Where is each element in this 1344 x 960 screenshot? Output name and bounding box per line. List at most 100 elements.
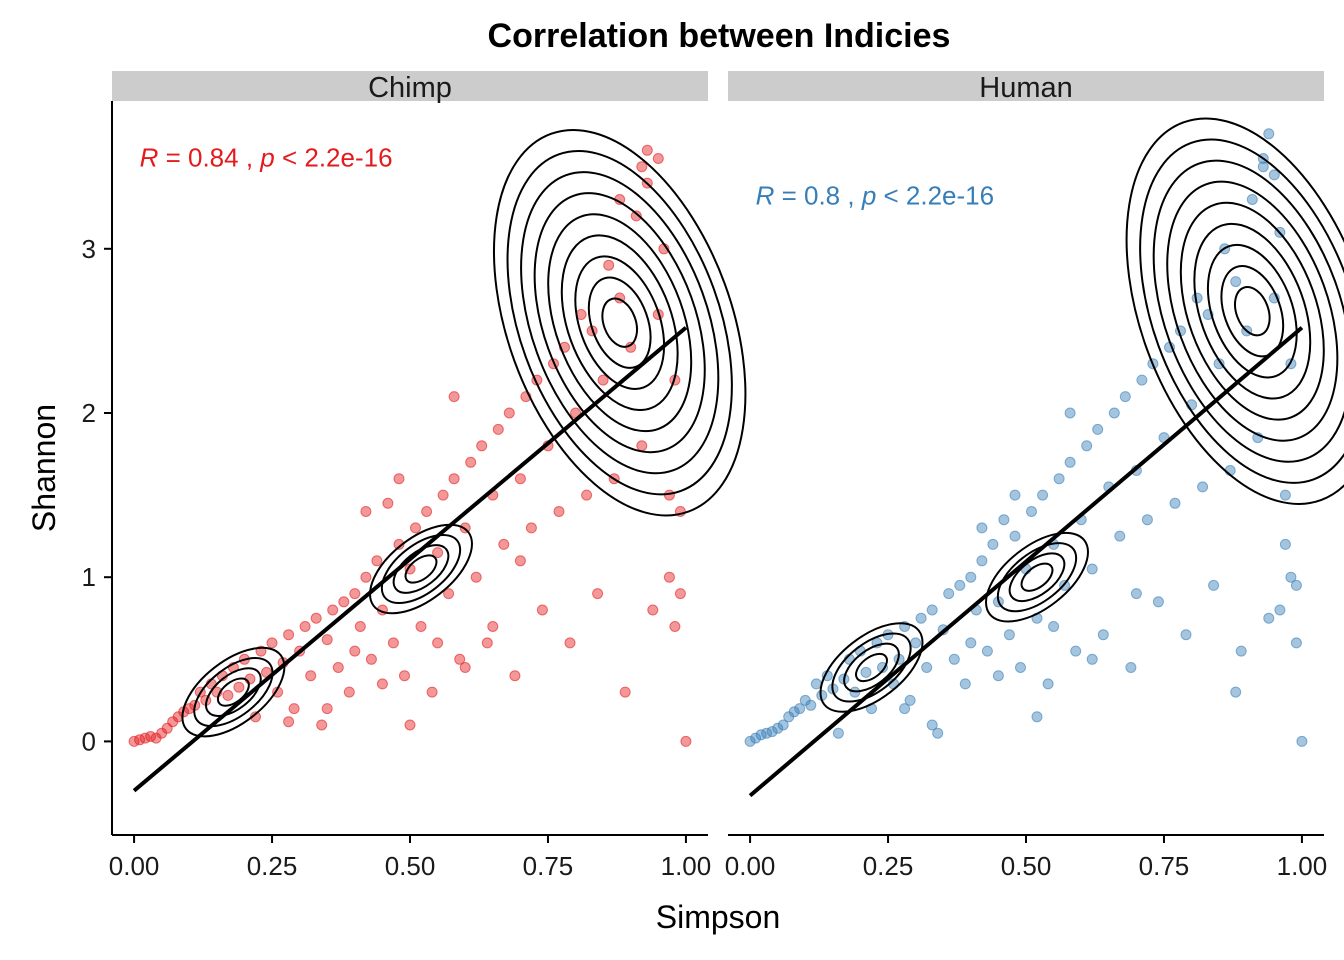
density-contour: [547, 213, 693, 433]
data-point: [1279, 538, 1291, 550]
density-contour: [205, 667, 262, 717]
data-point: [1053, 473, 1065, 485]
density-contour: [855, 652, 888, 683]
density-contour: [369, 523, 473, 615]
data-point: [481, 637, 493, 649]
data-point: [332, 662, 344, 673]
data-point: [327, 604, 339, 616]
data-point: [266, 637, 278, 649]
annotation-p-label: p: [259, 143, 274, 173]
data-point: [1086, 563, 1098, 575]
data-point: [636, 161, 648, 173]
data-point: [1114, 530, 1126, 542]
density-contour: [506, 150, 733, 496]
data-point: [1048, 621, 1060, 632]
density-contour: [574, 255, 666, 390]
density-contour: [404, 554, 438, 584]
data-point: [487, 621, 499, 632]
density-contour: [996, 542, 1078, 613]
data-point: [288, 703, 300, 715]
data-point: [976, 522, 988, 534]
x-tick-label: 1.00: [661, 851, 712, 881]
data-point: [674, 588, 686, 600]
data-point: [904, 694, 916, 706]
density-contour: [1152, 159, 1344, 463]
data-point: [503, 407, 515, 419]
data-point: [283, 716, 295, 728]
density-contour: [1020, 562, 1054, 592]
data-point: [360, 506, 372, 517]
data-point: [948, 653, 960, 665]
data-point: [354, 621, 366, 632]
data-point: [998, 514, 1010, 526]
facet-strip-human: [728, 71, 1324, 101]
data-point: [1009, 530, 1021, 542]
data-point: [1263, 612, 1275, 624]
data-point: [410, 522, 421, 534]
annotation-r-label: R: [756, 180, 775, 210]
data-point: [921, 662, 933, 673]
points-human: [744, 128, 1308, 747]
correlation-annotation-chimp: R = 0.84 , p < 2.2e-16: [140, 143, 393, 173]
data-point: [959, 678, 971, 690]
density-contour: [181, 646, 286, 738]
data-point: [233, 681, 245, 693]
data-point: [1037, 489, 1049, 501]
density-contour: [1234, 286, 1271, 337]
density-contour: [985, 531, 1089, 623]
data-point: [1152, 596, 1164, 608]
data-point: [926, 604, 938, 616]
data-point: [932, 727, 944, 739]
data-point: [832, 727, 844, 739]
data-point: [376, 678, 388, 690]
regression-line-human: [748, 326, 1304, 798]
density-contour: [380, 533, 462, 605]
data-point: [415, 621, 427, 632]
data-point: [432, 637, 444, 649]
data-point: [514, 473, 526, 485]
data-point: [965, 637, 977, 649]
data-point: [992, 670, 1004, 682]
data-point: [987, 538, 999, 550]
data-point: [454, 653, 466, 665]
data-point: [981, 645, 993, 657]
data-point: [965, 571, 977, 583]
data-point: [509, 670, 521, 682]
facet-strip-label-human: Human: [979, 72, 1073, 104]
data-point: [680, 735, 692, 747]
density-contour: [1206, 243, 1298, 379]
data-point: [899, 703, 911, 715]
data-point: [1180, 629, 1192, 641]
data-point: [1136, 374, 1148, 386]
data-point: [1230, 276, 1242, 288]
data-point: [459, 662, 471, 673]
data-point: [794, 703, 806, 715]
data-point: [1169, 497, 1181, 509]
data-point: [371, 555, 383, 567]
data-point: [448, 391, 460, 403]
data-point: [619, 686, 631, 698]
density-contours-human: [819, 117, 1344, 713]
density-contour: [1179, 201, 1325, 421]
data-point: [1097, 629, 1109, 641]
data-point: [669, 621, 681, 632]
facet-strip-chimp: [112, 71, 708, 101]
data-point: [1235, 645, 1247, 657]
data-point: [954, 579, 966, 591]
data-point: [1130, 588, 1142, 600]
data-point: [810, 678, 822, 690]
regression-line-chimp: [132, 326, 688, 793]
data-point: [744, 735, 756, 747]
y-tick-label: 3: [82, 234, 96, 264]
data-point: [343, 686, 355, 698]
panel-chimp: Chimp R = 0.84 , p < 2.2e-16 0.00 0.25 0.5…: [109, 71, 747, 881]
x-axis-human: 0.00 0.25 0.50 0.75 1.00: [725, 834, 1327, 881]
data-point: [926, 719, 938, 731]
data-point: [1003, 629, 1015, 641]
data-point: [652, 153, 664, 164]
density-contour: [193, 657, 274, 728]
data-point: [1213, 358, 1225, 370]
density-contour: [1166, 180, 1339, 442]
x-tick-label: 0.25: [247, 851, 298, 881]
data-point: [321, 703, 333, 715]
